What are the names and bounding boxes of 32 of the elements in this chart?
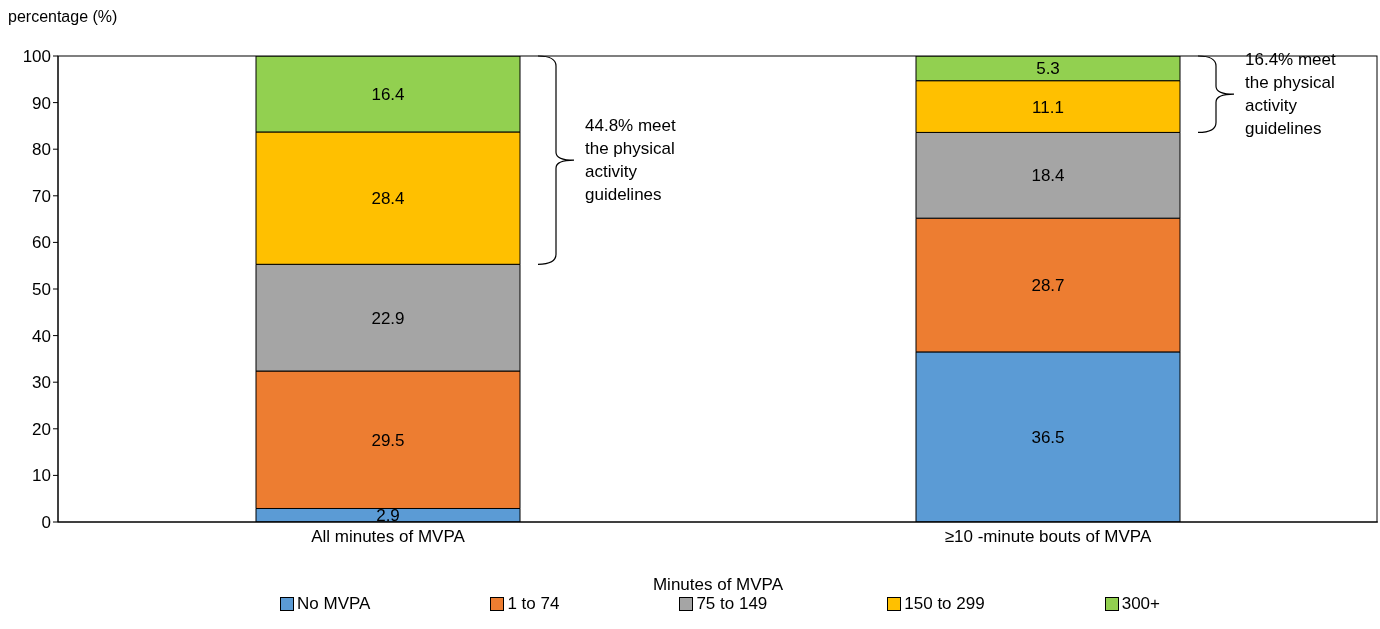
annotation: 44.8% meet the physical activity guidelines: [585, 115, 677, 207]
x-tick-label: ≥10 -minute bouts of MVPA: [944, 527, 1152, 547]
y-axis-title: percentage (%): [8, 8, 118, 26]
data-label: 36.5: [1031, 427, 1065, 447]
x-axis-title: Minutes of MVPA: [652, 575, 784, 594]
data-label: 2.9: [376, 506, 400, 526]
data-label: 18.4: [1031, 166, 1065, 186]
data-label: 16.4: [371, 85, 405, 105]
y-tick-label: 30: [32, 373, 51, 393]
y-tick-label: 0: [41, 513, 51, 533]
annotation: 16.4% meet the physical activity guidelines: [1245, 49, 1337, 141]
y-tick-label: 60: [32, 233, 51, 253]
data-label: 28.4: [371, 189, 405, 209]
y-tick-label: 90: [32, 93, 51, 113]
data-label: 5.3: [1036, 59, 1060, 79]
y-tick-label: 100: [22, 47, 51, 67]
x-tick-label: All minutes of MVPA: [311, 527, 466, 547]
y-tick-label: 20: [32, 419, 51, 439]
y-tick-label: 50: [32, 280, 51, 300]
data-label: 28.7: [1031, 276, 1065, 296]
y-tick-label: 40: [32, 326, 51, 346]
legend-label: 150 to 299: [903, 594, 985, 614]
y-tick-label: 70: [32, 186, 51, 206]
legend-label: 1 to 74: [506, 594, 560, 614]
data-label: 11.1: [1032, 97, 1064, 117]
legend-label: No MVPA: [296, 594, 371, 614]
legend-label: 75 to 149: [695, 594, 768, 614]
y-tick-label: 10: [32, 466, 51, 486]
data-label: 22.9: [371, 308, 405, 328]
data-label: 29.5: [371, 430, 405, 450]
legend-label: 300+: [1120, 594, 1160, 614]
y-tick-label: 80: [32, 140, 51, 160]
